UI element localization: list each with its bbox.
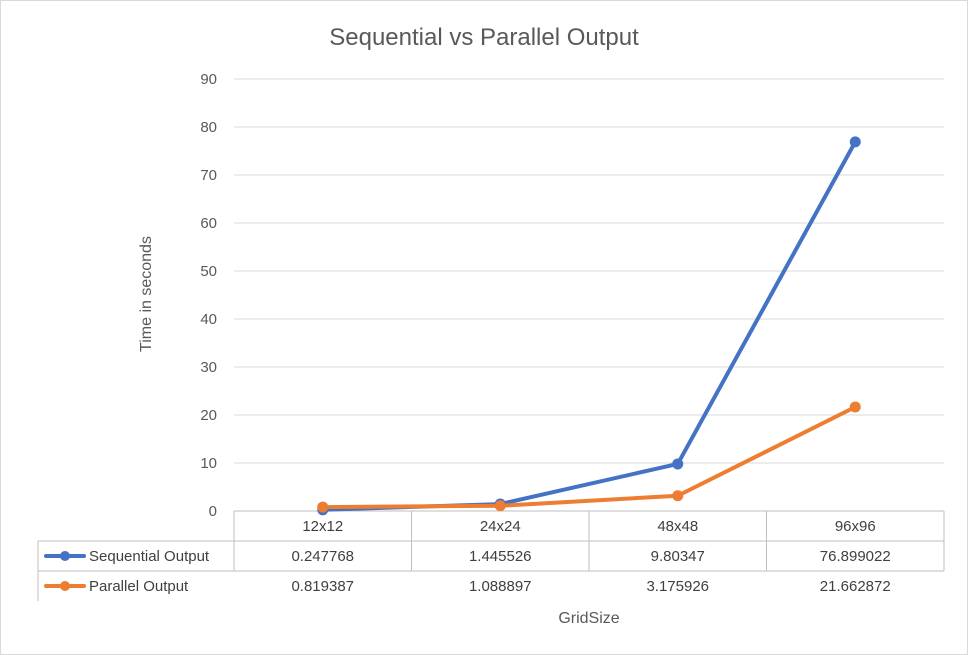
- data-point: [849, 401, 861, 413]
- chart-title: Sequential vs Parallel Output: [329, 24, 639, 51]
- y-tick-label: 80: [200, 119, 217, 136]
- data-point: [317, 501, 329, 513]
- table-value-cell: 3.175926: [646, 578, 709, 595]
- table-value-cell: 9.80347: [651, 548, 705, 565]
- x-category-label: 48x48: [657, 518, 698, 535]
- table-value-cell: 21.662872: [820, 578, 891, 595]
- data-point: [849, 136, 861, 148]
- table-value-cell: 1.088897: [469, 578, 532, 595]
- x-axis-title: GridSize: [558, 610, 619, 627]
- series-lines: [317, 136, 861, 516]
- y-tick-label: 60: [200, 215, 217, 232]
- legend-label: Sequential Output: [89, 548, 210, 565]
- series-line-sequential: [320, 139, 858, 512]
- data-point: [494, 500, 506, 512]
- legend-swatch-marker: [60, 551, 70, 561]
- table-value-cell: 0.247768: [291, 548, 354, 565]
- y-tick-label: 70: [200, 167, 217, 184]
- y-tick-label: 40: [200, 311, 217, 328]
- gridlines: [234, 78, 944, 464]
- series-line-parallel: [320, 405, 858, 510]
- data-table: 12x12 24x24 48x48 96x96 Sequential Output 0.2…: [37, 510, 945, 601]
- y-axis-ticks: 0 10 20 30 40 50 60 70 80 90: [200, 71, 217, 520]
- y-tick-label: 20: [200, 407, 217, 424]
- x-category-label: 12x12: [302, 518, 343, 535]
- data-point: [672, 490, 684, 502]
- y-tick-label: 0: [209, 503, 217, 520]
- x-category-label: 24x24: [480, 518, 521, 535]
- table-value-cell: 76.899022: [820, 548, 891, 565]
- table-value-cell: 1.445526: [469, 548, 532, 565]
- y-tick-label: 90: [200, 71, 217, 88]
- legend-swatch-marker: [60, 581, 70, 591]
- y-tick-label: 30: [200, 359, 217, 376]
- y-tick-label: 50: [200, 263, 217, 280]
- y-tick-label: 10: [200, 455, 217, 472]
- table-value-cell: 0.819387: [291, 578, 354, 595]
- data-point: [672, 458, 684, 470]
- x-category-label: 96x96: [835, 518, 876, 535]
- legend-label: Parallel Output: [89, 578, 189, 595]
- y-axis-title: Time in seconds: [138, 236, 155, 352]
